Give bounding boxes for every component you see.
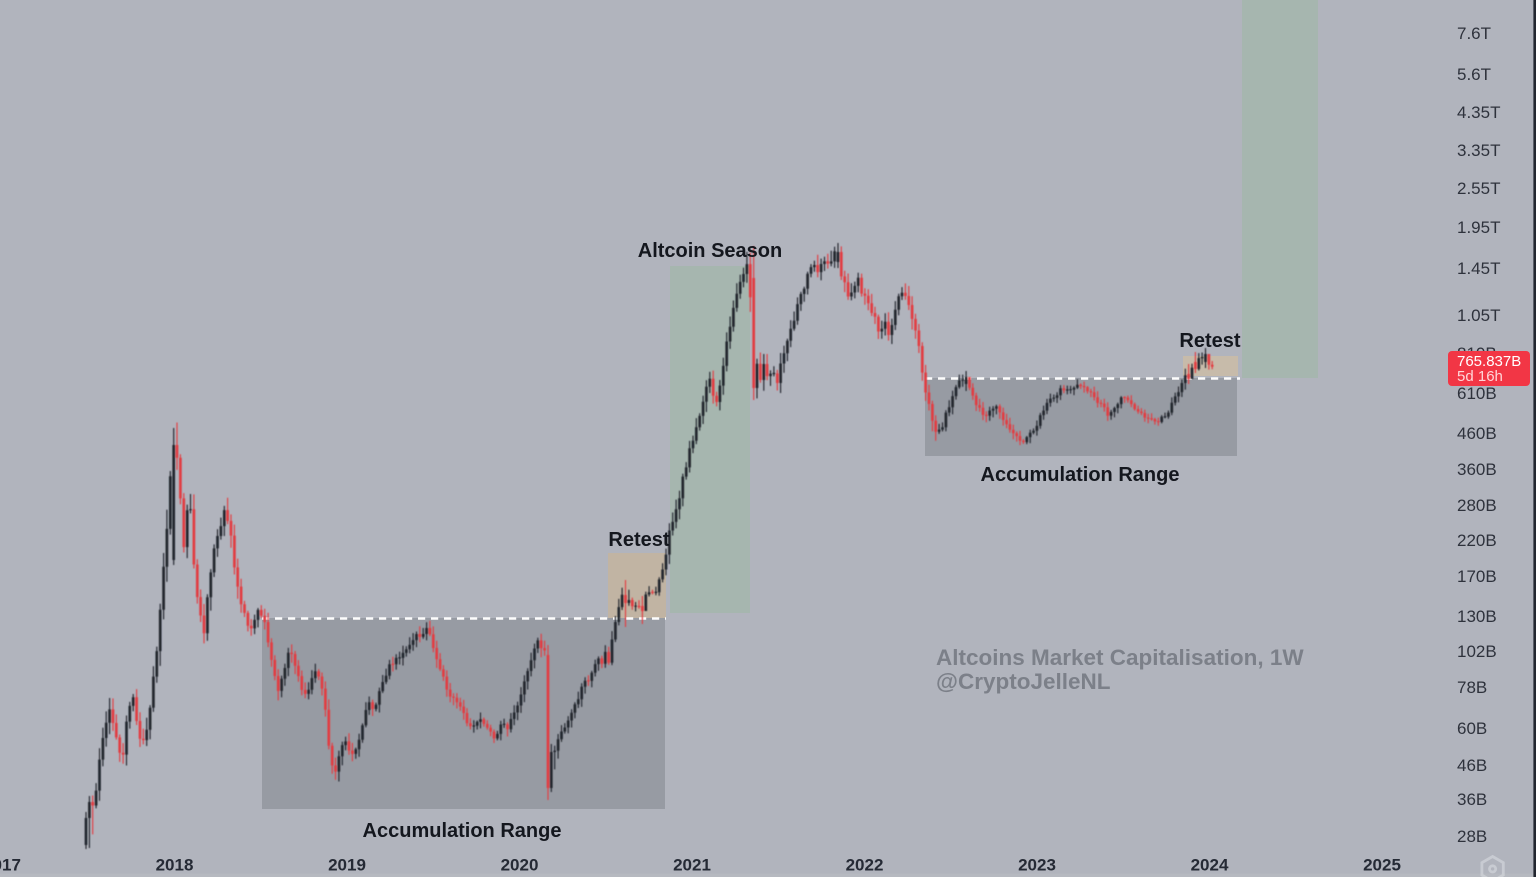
svg-text:7.6T: 7.6T	[1457, 24, 1491, 43]
svg-text:@CryptoJelleNL: @CryptoJelleNL	[936, 669, 1111, 694]
svg-text:170B: 170B	[1457, 567, 1497, 586]
svg-text:Accumulation Range: Accumulation Range	[981, 464, 1180, 486]
svg-text:2024: 2024	[1191, 856, 1229, 875]
svg-text:360B: 360B	[1457, 460, 1497, 479]
svg-text:2018: 2018	[156, 856, 194, 875]
svg-text:130B: 130B	[1457, 607, 1497, 626]
svg-text:2022: 2022	[846, 856, 884, 875]
svg-text:5.6T: 5.6T	[1457, 65, 1491, 84]
svg-text:Altcoins Market Capitalisation: Altcoins Market Capitalisation, 1W	[936, 645, 1304, 670]
svg-text:60B: 60B	[1457, 719, 1487, 738]
svg-text:102B: 102B	[1457, 642, 1497, 661]
svg-text:1.05T: 1.05T	[1457, 306, 1500, 325]
svg-text:220B: 220B	[1457, 531, 1497, 550]
svg-text:2021: 2021	[673, 856, 711, 875]
svg-text:78B: 78B	[1457, 678, 1487, 697]
svg-text:2023: 2023	[1018, 856, 1056, 875]
svg-text:2025: 2025	[1363, 856, 1401, 875]
svg-text:460B: 460B	[1457, 424, 1497, 443]
svg-text:28B: 28B	[1457, 827, 1487, 846]
svg-text:1.45T: 1.45T	[1457, 259, 1500, 278]
svg-text:46B: 46B	[1457, 756, 1487, 775]
svg-text:280B: 280B	[1457, 496, 1497, 515]
svg-text:Retest: Retest	[608, 529, 669, 551]
svg-text:36B: 36B	[1457, 790, 1487, 809]
svg-text:5d 16h: 5d 16h	[1457, 368, 1503, 385]
svg-text:Altcoin Season: Altcoin Season	[638, 240, 782, 262]
svg-text:3.35T: 3.35T	[1457, 141, 1500, 160]
svg-text:2017: 2017	[0, 856, 21, 875]
svg-text:4.35T: 4.35T	[1457, 103, 1500, 122]
svg-text:Retest: Retest	[1179, 330, 1240, 352]
svg-text:2020: 2020	[501, 856, 539, 875]
svg-text:2.55T: 2.55T	[1457, 179, 1500, 198]
svg-text:2019: 2019	[328, 856, 366, 875]
svg-text:765.837B: 765.837B	[1457, 353, 1521, 370]
svg-text:610B: 610B	[1457, 384, 1497, 403]
svg-text:1.95T: 1.95T	[1457, 218, 1500, 237]
svg-text:Accumulation Range: Accumulation Range	[363, 820, 562, 842]
